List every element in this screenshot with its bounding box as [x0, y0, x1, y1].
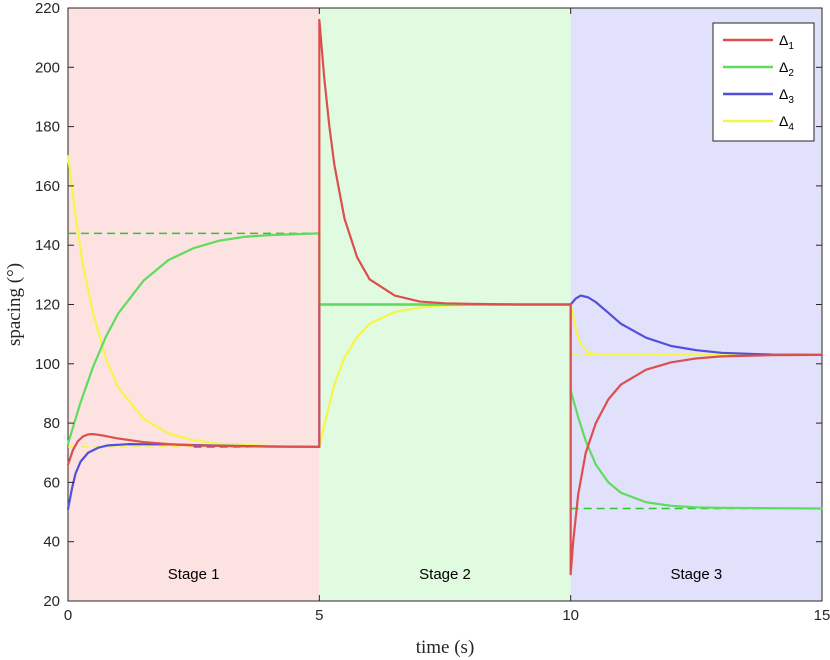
y-tick-label: 160: [35, 178, 60, 195]
x-tick-label: 5: [315, 607, 323, 624]
stage-3-label: Stage 3: [670, 566, 722, 583]
y-tick-label: 220: [35, 0, 60, 17]
legend: Δ1 Δ2 Δ3 Δ4: [712, 22, 815, 142]
legend-label-delta-2: Δ2: [779, 59, 794, 79]
series-delta-4-line: [66, 155, 824, 448]
stage-1-label: Stage 1: [168, 566, 220, 583]
y-tick-label: 40: [43, 534, 60, 551]
legend-label-delta-1: Δ1: [779, 32, 794, 52]
stage-labels: Stage 1 Stage 2 Stage 3: [168, 566, 722, 583]
y-tick-label: 80: [43, 415, 60, 432]
series-lines: [66, 18, 824, 576]
x-axis-label: time (s): [416, 637, 475, 658]
legend-label-delta-4: Δ4: [779, 113, 794, 133]
y-axis-label: spacing (°): [4, 263, 25, 346]
y-tick-label: 120: [35, 297, 60, 314]
x-tick-label: 15: [814, 607, 830, 624]
y-tick-label: 180: [35, 119, 60, 136]
y-tick-label: 200: [35, 59, 60, 76]
legend-label-delta-3: Δ3: [779, 86, 794, 106]
axis-ticks: 0 5 10 15 20 40 60 80 100 120 140 160 180 200 220: [35, 0, 830, 624]
stage-2-label: Stage 2: [419, 566, 471, 583]
y-tick-label: 140: [35, 237, 60, 254]
series-delta-1-line: [66, 18, 824, 576]
stage-1-background: [68, 8, 320, 601]
y-tick-label: 60: [43, 474, 60, 491]
x-tick-label: 10: [562, 607, 579, 624]
y-tick-label: 100: [35, 356, 60, 373]
x-tick-label: 0: [64, 607, 72, 624]
y-tick-label: 20: [43, 593, 60, 610]
